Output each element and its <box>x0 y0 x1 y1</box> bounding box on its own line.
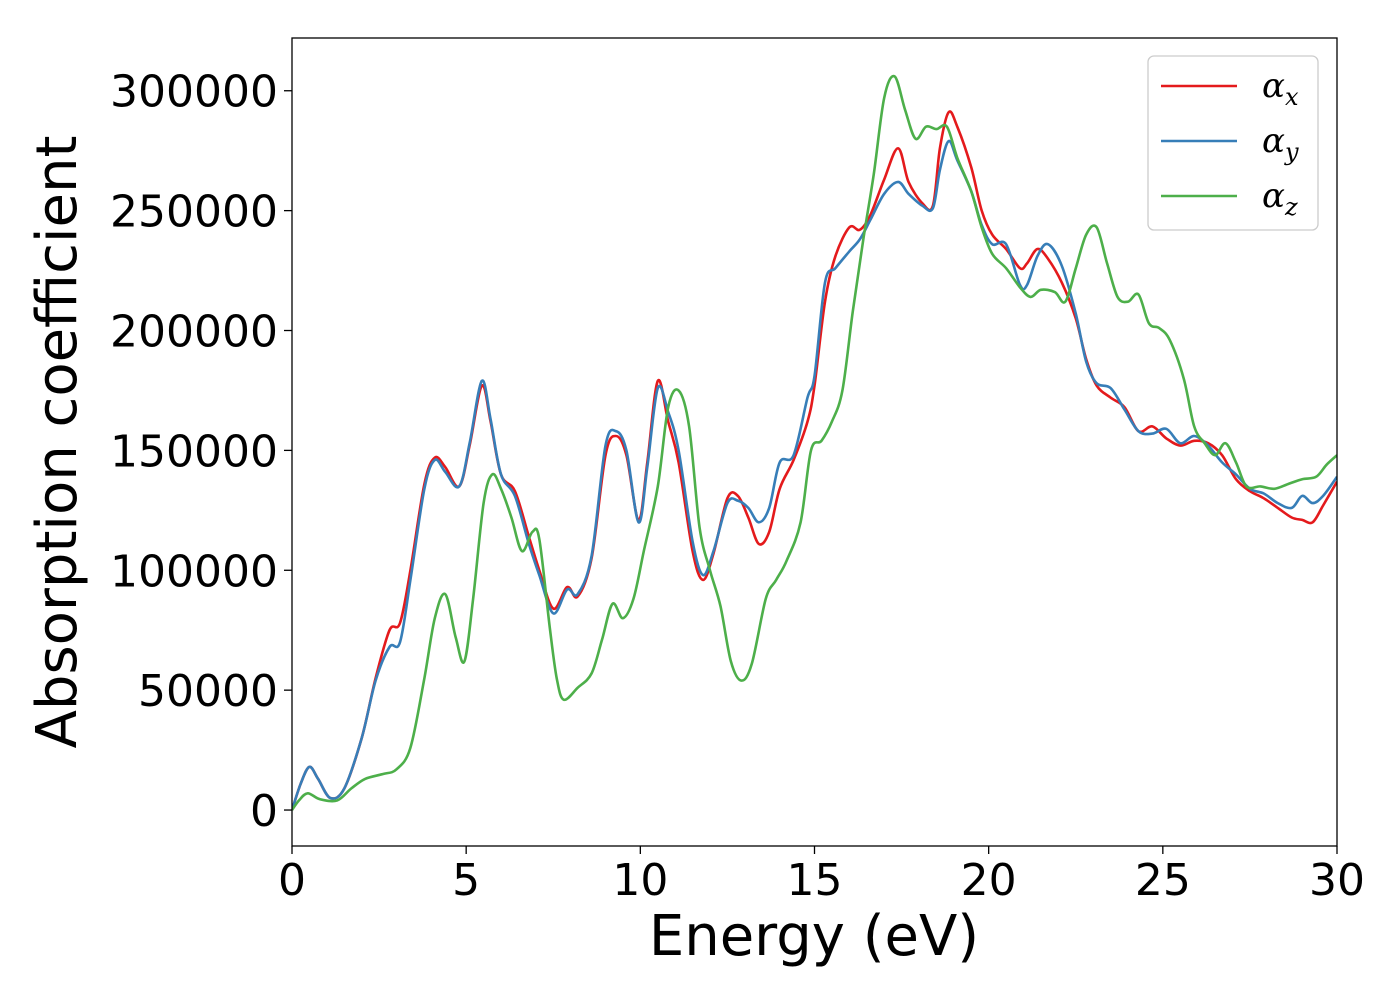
series-layer <box>292 74 1337 811</box>
x-tick-label: 20 <box>961 855 1017 906</box>
series-line-alpha-y <box>292 139 1337 811</box>
series-line-alpha-z <box>292 74 1337 811</box>
legend-label-alpha-z: αz <box>1262 176 1298 221</box>
legend-label-base: α <box>1262 121 1285 161</box>
legend-label-base: α <box>1262 66 1285 106</box>
legend-label-base: α <box>1262 176 1285 216</box>
legend-label-subscript: y <box>1284 138 1299 166</box>
y-tick-label: 150000 <box>110 426 278 477</box>
y-tick-label: 50000 <box>138 666 278 717</box>
y-tick-label: 100000 <box>110 546 278 597</box>
x-tick-label: 5 <box>452 855 480 906</box>
legend-label-alpha-x: αx <box>1262 66 1299 111</box>
x-tick-label: 25 <box>1135 855 1191 906</box>
x-axis-title: Energy (eV) <box>649 904 979 969</box>
legend-label-subscript: z <box>1284 193 1298 221</box>
legend-box <box>1147 55 1319 231</box>
legend-label-subscript: x <box>1285 83 1299 111</box>
y-axis-title: Absorption coefficient <box>25 136 90 749</box>
x-tick-label: 10 <box>612 855 668 906</box>
y-tick-label: 300000 <box>110 67 278 118</box>
y-tick-label: 0 <box>250 786 278 837</box>
x-tick-label: 0 <box>278 855 306 906</box>
legend-label-alpha-y: αy <box>1262 121 1299 166</box>
y-tick-label: 250000 <box>110 187 278 238</box>
x-axis-ticks: 0 5 10 15 20 25 30 <box>278 846 1365 906</box>
x-tick-label: 15 <box>787 855 843 906</box>
x-tick-label: 30 <box>1309 855 1365 906</box>
y-axis-ticks: 0 50000 100000 150000 200000 250000 300000 <box>110 67 292 837</box>
y-tick-label: 200000 <box>110 307 278 358</box>
